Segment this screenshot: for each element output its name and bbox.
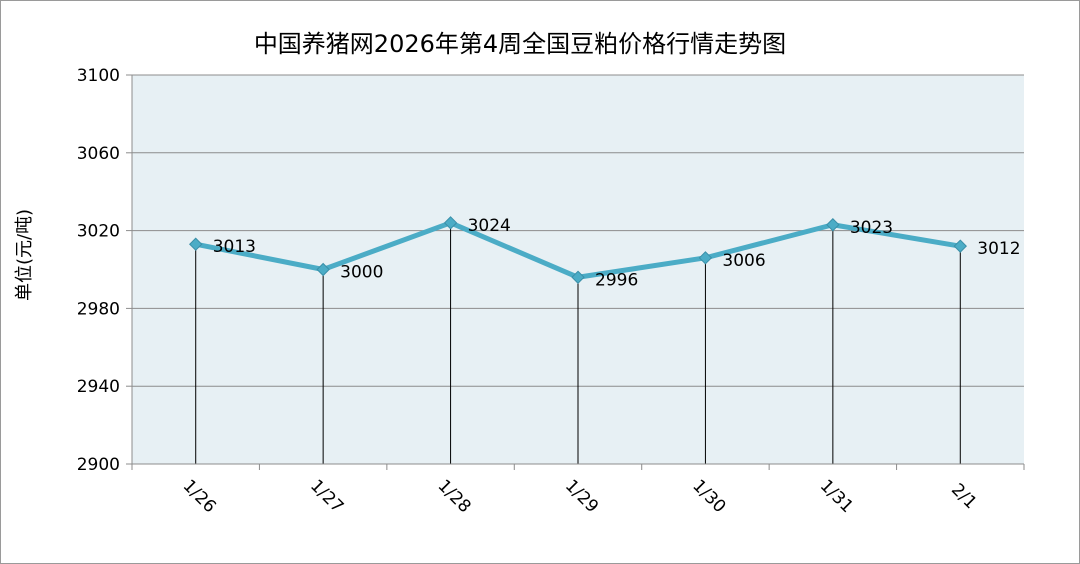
- data-point-0: [189, 237, 203, 251]
- y-axis-label: 单位(元/吨): [14, 209, 35, 301]
- x-tick-label-4: 1/30: [688, 476, 729, 517]
- data-label-0: 3013: [213, 237, 256, 257]
- data-point-4: [698, 251, 713, 265]
- data-point-1: [316, 262, 330, 277]
- y-tick-label-3060: 3060: [77, 144, 120, 164]
- y-tick-label-3100: 3100: [77, 66, 120, 86]
- x-tick-label-2: 1/28: [434, 476, 475, 517]
- y-tick-label-2900: 2900: [77, 455, 120, 475]
- drop-lines: [195, 222, 961, 464]
- data-label-4: 3006: [722, 251, 765, 271]
- y-tick-label-2980: 2980: [77, 299, 120, 319]
- y-tick-label-2940: 2940: [77, 377, 120, 397]
- data-label-1: 3000: [340, 263, 383, 283]
- axes: [126, 74, 1025, 470]
- data-label-6: 3012: [977, 239, 1020, 259]
- data-labels: 3013 3000 3024 2996 3006 3023 3012: [213, 216, 1021, 290]
- x-tick-label-0: 1/26: [179, 476, 220, 517]
- y-tick-label-3020: 3020: [77, 222, 120, 242]
- data-label-3: 2996: [595, 270, 638, 290]
- data-point-5: [826, 218, 840, 232]
- x-tick-label-3: 1/29: [561, 476, 602, 517]
- series: [189, 216, 967, 284]
- data-label-2: 3024: [468, 216, 511, 236]
- data-label-5: 3023: [850, 218, 893, 238]
- data-point-6: [953, 239, 967, 253]
- data-point-2: [443, 216, 458, 230]
- data-point-3: [571, 270, 585, 284]
- x-tick-labels: 1/26 1/27 1/28 1/29 1/30 1/31 2/1: [179, 476, 981, 517]
- x-tick-label-1: 1/27: [306, 476, 347, 517]
- chart-title: 中国养猪网2026年第4周全国豆粕价格行情走势图: [254, 30, 786, 58]
- x-tick-label-5: 1/31: [816, 476, 857, 517]
- y-tick-labels: 2900 2940 2980 3020 3060 3100: [77, 66, 120, 475]
- x-tick-label-6: 2/1: [947, 480, 980, 513]
